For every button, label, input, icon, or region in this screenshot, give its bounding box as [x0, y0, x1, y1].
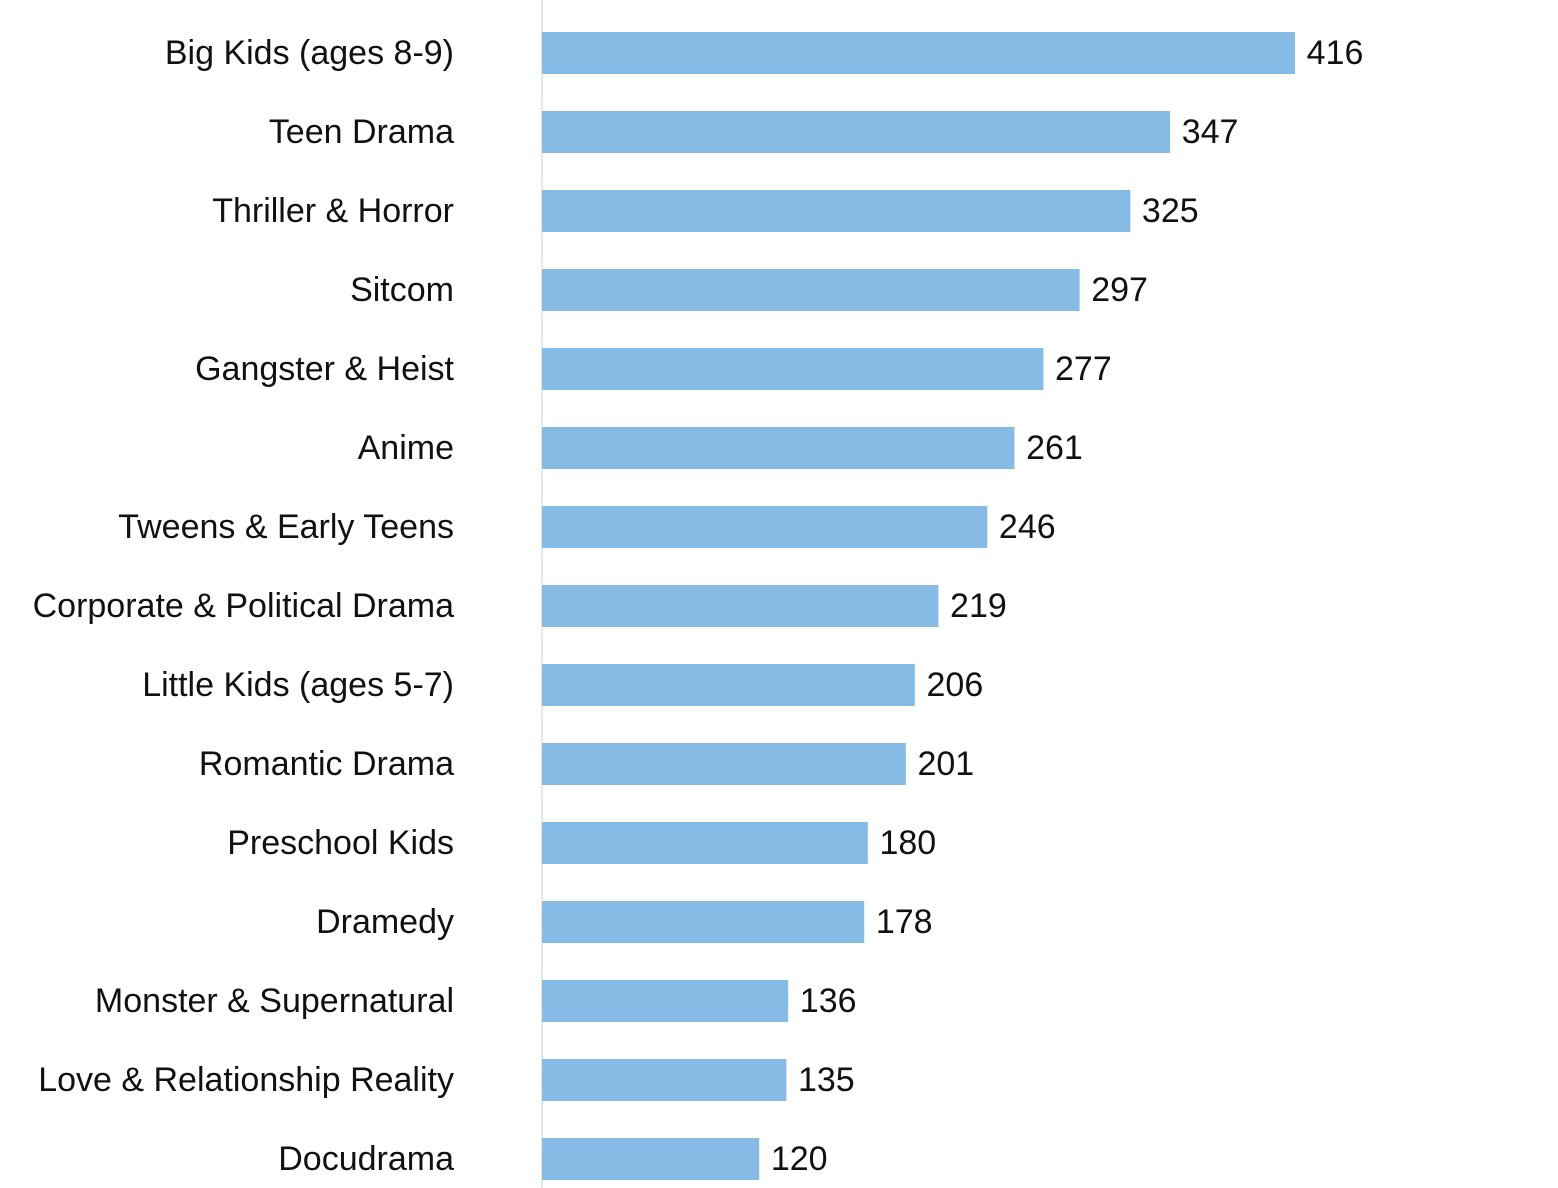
bar-2: [542, 190, 1131, 232]
category-label-11: Dramedy: [316, 903, 454, 941]
value-label-2: 325: [1142, 192, 1199, 230]
value-label-13: 135: [798, 1061, 855, 1099]
category-label-5: Anime: [358, 429, 454, 467]
bar-7: [542, 585, 939, 627]
category-label-13: Love & Relationship Reality: [38, 1061, 454, 1099]
bar-0: [542, 32, 1295, 74]
value-label-12: 136: [800, 982, 857, 1020]
bar-8: [542, 664, 915, 706]
value-label-6: 246: [999, 508, 1056, 546]
category-label-4: Gangster & Heist: [195, 350, 454, 388]
bar-9: [542, 743, 906, 785]
value-label-11: 178: [876, 903, 933, 941]
value-label-0: 416: [1307, 34, 1364, 72]
bar-4: [542, 348, 1044, 390]
value-label-9: 201: [917, 745, 974, 783]
category-label-10: Preschool Kids: [227, 824, 454, 862]
bar-1: [542, 111, 1171, 153]
value-label-10: 180: [879, 824, 936, 862]
value-label-3: 297: [1091, 271, 1148, 309]
value-label-7: 219: [950, 587, 1007, 625]
category-label-2: Thriller & Horror: [212, 192, 454, 230]
bar-6: [542, 506, 988, 548]
category-label-7: Corporate & Political Drama: [33, 587, 454, 625]
category-label-1: Teen Drama: [269, 113, 454, 151]
category-label-3: Sitcom: [350, 271, 454, 309]
category-label-14: Docudrama: [278, 1140, 454, 1178]
category-labels-group: Big Kids (ages 8-9) Teen Drama Thriller & …: [33, 34, 455, 1178]
value-label-14: 120: [771, 1140, 828, 1178]
bar-10: [542, 822, 868, 864]
bars-group: [542, 32, 1295, 1180]
category-label-0: Big Kids (ages 8-9): [165, 34, 454, 72]
bar-11: [542, 901, 865, 943]
category-label-9: Romantic Drama: [199, 745, 454, 783]
category-label-12: Monster & Supernatural: [95, 982, 454, 1020]
value-label-8: 206: [927, 666, 984, 704]
category-label-6: Tweens & Early Teens: [118, 508, 454, 546]
bar-5: [542, 427, 1015, 469]
bar-14: [542, 1138, 760, 1180]
value-labels-group: 416 347 325 297 277 261 246 219 206 201 180 178 136 1…: [771, 34, 1364, 1178]
bar-13: [542, 1059, 787, 1101]
bar-12: [542, 980, 789, 1022]
value-label-1: 347: [1182, 113, 1239, 151]
bar-3: [542, 269, 1080, 311]
value-label-4: 277: [1055, 350, 1112, 388]
value-label-5: 261: [1026, 429, 1083, 467]
category-label-8: Little Kids (ages 5-7): [142, 666, 454, 704]
